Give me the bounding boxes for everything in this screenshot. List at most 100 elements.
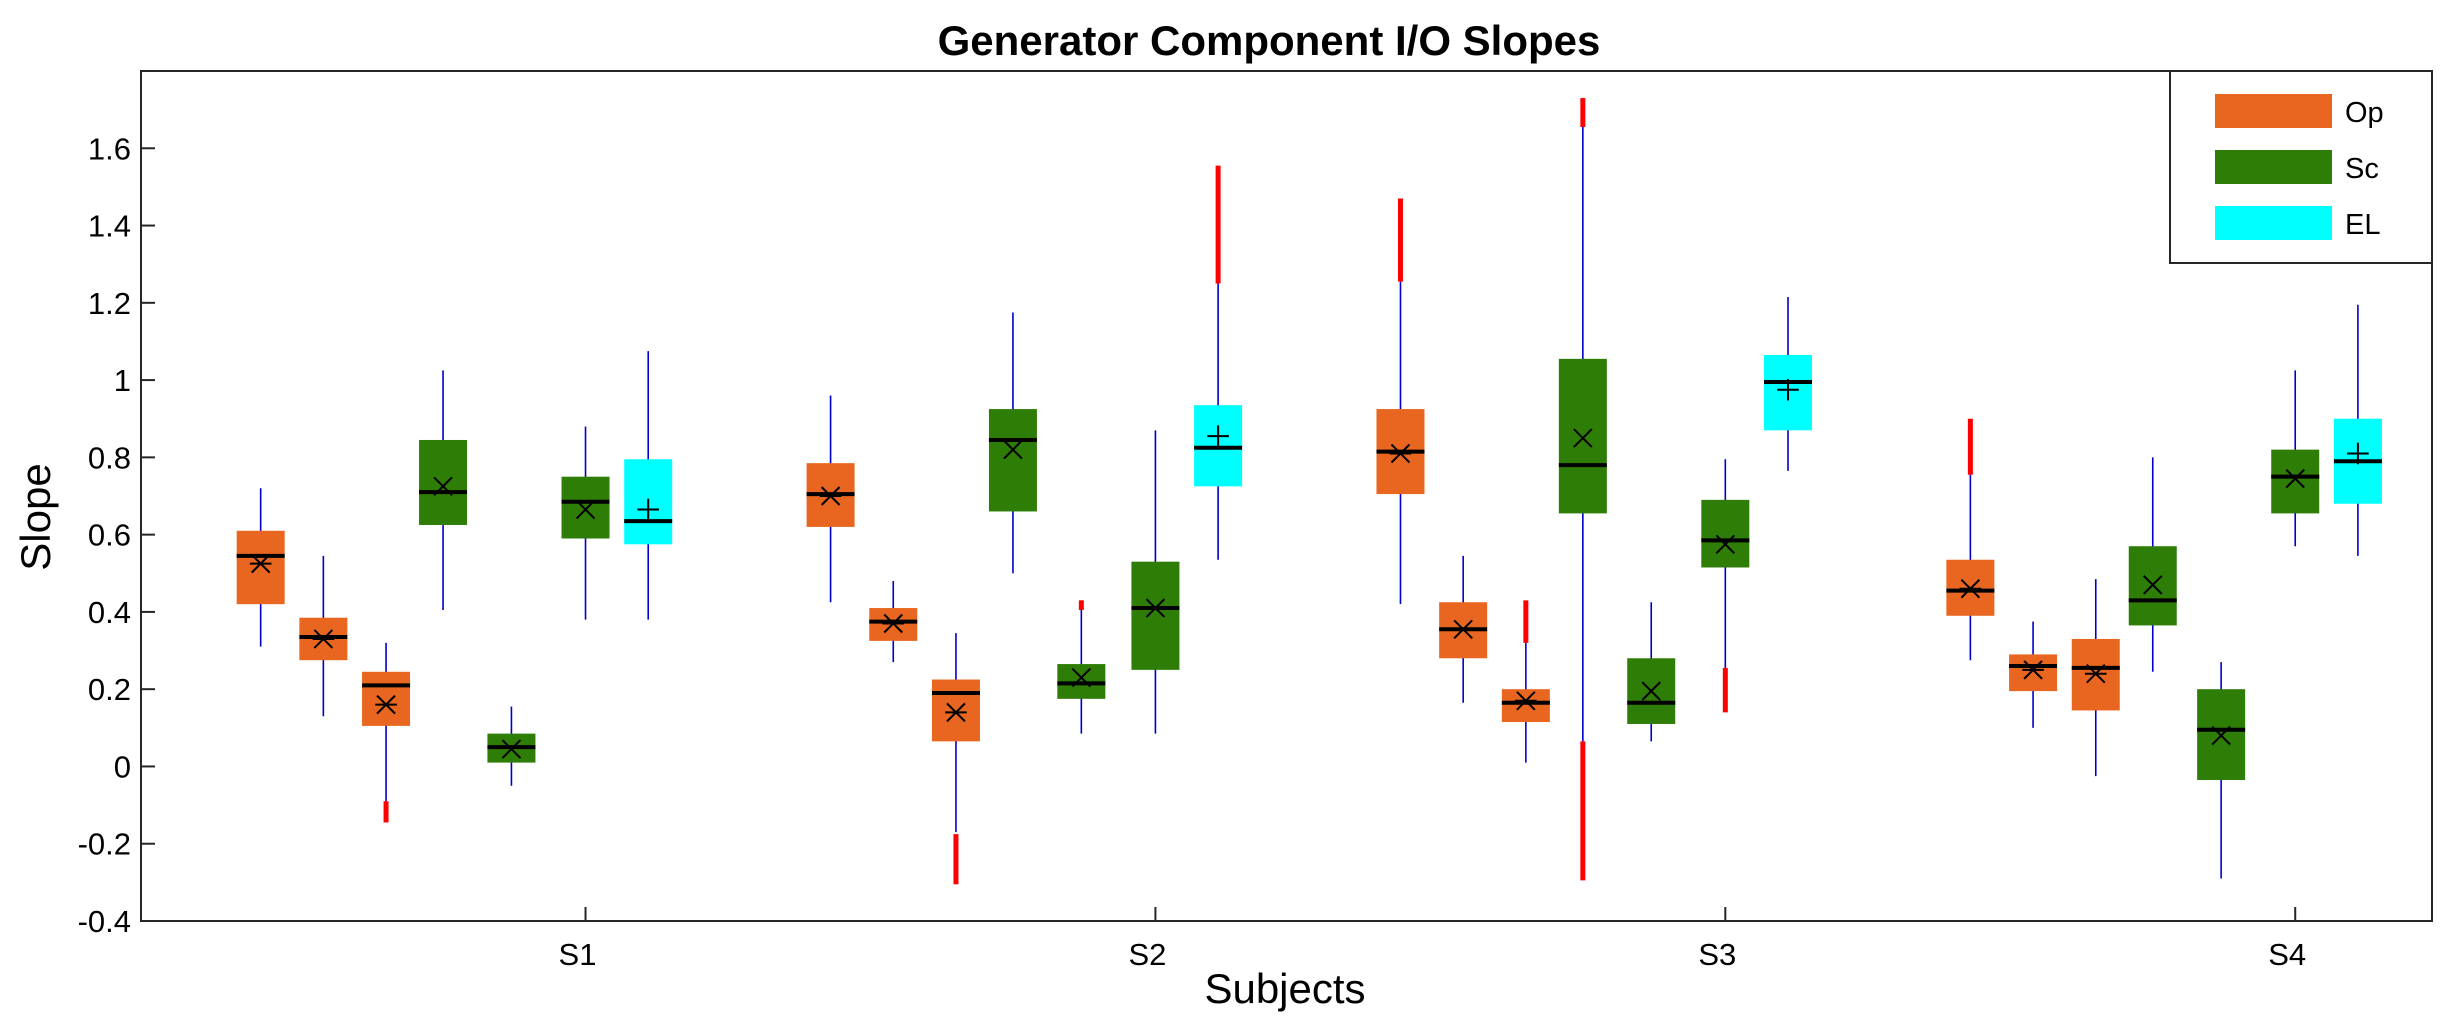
box-S1-Op <box>362 642 411 823</box>
mean-marker <box>945 702 967 723</box>
mean-marker <box>1573 428 1593 448</box>
mean-marker <box>1715 534 1736 555</box>
box-S2-EL <box>1194 165 1243 560</box>
mean-marker <box>575 499 596 520</box>
mean-marker <box>1003 439 1023 460</box>
legend-swatch-op <box>2215 94 2332 128</box>
box-S1-Op <box>236 488 285 647</box>
box-S4-Op <box>1946 418 1995 661</box>
mean-marker <box>637 498 660 521</box>
mean-marker <box>1515 691 1537 711</box>
y-tick-label: 1.4 <box>88 209 131 244</box>
box-S4-Sc <box>2271 370 2320 547</box>
mean-marker <box>1959 579 1982 599</box>
y-tick-label: 0.6 <box>88 518 131 553</box>
legend-swatch-sc <box>2215 150 2332 184</box>
x-tick-label: S1 <box>559 937 597 972</box>
legend-label-el: EL <box>2345 209 2380 241</box>
box-S2-Sc <box>988 312 1037 574</box>
y-tick-label: -0.2 <box>78 827 131 862</box>
box-S3-EL <box>1764 297 1813 471</box>
box-S3-Op <box>1501 600 1550 763</box>
mean-marker-stroke <box>1641 681 1661 701</box>
legend: Op Sc EL <box>2169 70 2433 264</box>
box-S4-Sc <box>2197 662 2246 879</box>
box-S2-Op <box>931 633 980 885</box>
box-S4-Op <box>2071 579 2120 777</box>
box-S2-Op <box>806 395 855 603</box>
y-axis-label: Slope <box>12 463 59 570</box>
box-S2-Op <box>869 581 918 663</box>
box-body <box>2271 449 2320 514</box>
mean-marker <box>312 629 335 649</box>
box-S4-Op <box>2009 621 2058 728</box>
mean-marker-stroke <box>2285 468 2305 489</box>
legend-swatch-el <box>2215 206 2332 240</box>
mean-marker <box>2285 468 2305 489</box>
axes-frame <box>140 70 2433 922</box>
box-body <box>362 671 411 726</box>
box-S2-Sc <box>1057 600 1106 734</box>
box-body <box>2009 654 2058 692</box>
box-body <box>1701 499 1750 568</box>
mean-marker <box>375 694 397 715</box>
mean-marker <box>1071 667 1092 688</box>
mean-marker <box>882 613 905 634</box>
box-body <box>1558 358 1607 514</box>
box-S1-Sc <box>561 426 610 620</box>
y-tick-label: 1.2 <box>88 286 131 321</box>
y-tick-label: -0.4 <box>78 904 131 939</box>
box-S1-Sc <box>487 706 536 786</box>
mean-marker <box>2084 664 2107 684</box>
y-tick-label: 1.6 <box>88 131 131 166</box>
box-S1-Op <box>299 555 348 717</box>
mean-marker <box>1452 619 1474 640</box>
mean-marker-stroke <box>1145 598 1166 618</box>
mean-marker-stroke <box>1003 439 1023 460</box>
mean-marker <box>2022 660 2044 680</box>
mean-marker <box>2143 575 2163 595</box>
mean-marker <box>1777 378 1799 401</box>
y-tick-label: 0.4 <box>88 595 131 630</box>
mean-marker-stroke <box>1573 428 1593 448</box>
box-body <box>1131 561 1180 670</box>
mean-marker <box>2211 725 2231 746</box>
mean-marker-stroke <box>575 499 596 520</box>
box-S3-Sc <box>1558 98 1607 881</box>
box-S1-EL <box>624 351 673 620</box>
chart-title: Generator Component I/O Slopes <box>938 17 1601 64</box>
mean-marker <box>249 553 272 574</box>
x-tick-label: S2 <box>1128 937 1166 972</box>
box-S3-Sc <box>1701 459 1750 713</box>
mean-marker-stroke <box>1715 534 1736 555</box>
box-body <box>931 679 980 742</box>
legend-label-sc: Sc <box>2345 153 2379 185</box>
mean-marker <box>2347 442 2369 465</box>
mean-marker <box>1145 598 1166 618</box>
mean-marker <box>819 486 842 506</box>
box-S3-Op <box>1439 555 1488 703</box>
plot-area: -0.4 -0.2 0 0.2 0.4 0.6 0.8 1 1.2 1.4 1.6 S1 S2 S3 S4 <box>78 70 2433 972</box>
box-S4-EL <box>2333 304 2382 556</box>
mean-marker-stroke <box>433 476 453 497</box>
mean-marker-stroke <box>2143 575 2163 595</box>
y-tick-label: 0.8 <box>88 440 131 475</box>
x-tick-label: S3 <box>1698 937 1736 972</box>
mean-marker <box>1389 443 1412 464</box>
mean-marker-stroke <box>1071 667 1092 688</box>
y-tick-label: 0.2 <box>88 672 131 707</box>
box-S4-Sc <box>2128 457 2177 672</box>
x-axis-label: Subjects <box>1204 965 1365 1012</box>
mean-marker-stroke <box>501 739 522 759</box>
box-body <box>419 439 468 525</box>
x-tick-label: S4 <box>2268 937 2306 972</box>
box-S3-Op <box>1376 198 1425 605</box>
box-body <box>236 530 285 605</box>
box-S1-Sc <box>419 370 468 610</box>
box-S3-Sc <box>1627 602 1676 742</box>
y-tick-label: 0 <box>114 749 131 784</box>
mean-marker <box>433 476 453 497</box>
mean-marker-stroke <box>2211 725 2231 746</box>
box-S2-Sc <box>1131 430 1180 734</box>
